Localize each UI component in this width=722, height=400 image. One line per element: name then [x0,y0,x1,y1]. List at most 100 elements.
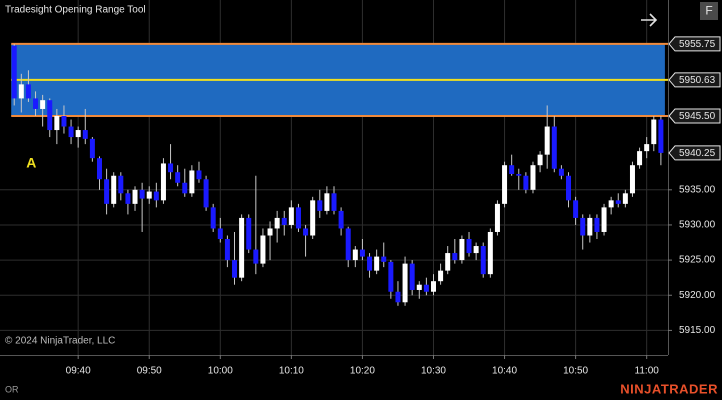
candle-body [203,179,209,208]
price-marker [668,145,721,161]
candle-body [338,210,344,229]
axes: 5915.00 5920.00 5925.00 5930.00 5935.00 09:40… [26,36,721,377]
candle-body [125,193,131,204]
candle-body [153,191,159,201]
candle-body [445,253,451,271]
candle-body [473,246,479,254]
candle-body [452,253,458,261]
candle-body [139,189,145,199]
price-marker [668,36,721,52]
candle-body [381,256,387,262]
candle-body [502,165,508,204]
price-marker-label: 5940.25 [679,148,716,159]
arrow-icon[interactable] [641,13,658,27]
candle-body [217,228,223,240]
x-tick-label: 10:40 [492,366,517,377]
candle-body [224,239,230,261]
price-marker-label: 5950.63 [679,75,716,86]
candle-body [480,246,486,275]
candle-body [331,193,337,211]
candle-body [75,130,81,138]
candle-body [47,100,53,131]
candle-body [288,207,294,225]
candle-body [658,119,664,153]
brand-logo: NINJATRADER [620,381,718,396]
candle-body [260,235,266,264]
candle-body [573,200,579,218]
candle-body [25,84,31,99]
candle-body [466,239,472,254]
y-tick-label: 5930.00 [679,220,716,231]
price-marker [668,108,721,124]
candle-body [594,217,600,232]
price-marker-label: 5955.75 [679,39,716,50]
candle-body [253,249,259,264]
candle-body [494,203,500,232]
candle-body [416,284,422,290]
candle-body [345,228,351,261]
candle-body [580,217,586,236]
candle-body [459,239,465,261]
candle-body [523,175,529,190]
candle-body [637,151,643,166]
candle-body [68,126,74,138]
candle-body [54,115,60,131]
candle-body [160,163,166,201]
candle-body [622,193,628,204]
candle-body [111,175,117,204]
annotation: A [26,155,36,171]
candle-body [395,291,401,303]
candle-body [118,175,124,194]
candle-body [281,217,287,225]
candle-body [182,182,188,194]
candle-body [33,98,39,109]
x-tick-label: 09:50 [137,366,162,377]
candle-body [651,119,657,145]
x-tick-label: 10:10 [279,366,304,377]
candle-body [175,172,181,183]
candle-body [239,217,245,278]
price-marker [668,72,721,88]
toolbar-button[interactable] [700,2,718,20]
candle-body [132,189,138,204]
candle-body [487,231,493,275]
x-tick-label: 10:30 [421,366,446,377]
candle-body [274,217,280,229]
candle-body [82,130,88,139]
candle-body [267,228,273,236]
candle-body [168,163,174,173]
candle-body [615,200,621,204]
candle-body [196,170,202,180]
candle-body [352,249,358,261]
candle-body [601,207,607,232]
opening-range [11,42,668,117]
candle-body [402,263,408,303]
candle-body [310,200,316,236]
y-tick-label: 5915.00 [679,325,716,336]
candle-body [317,200,323,211]
candle-body [509,165,515,174]
candle-body [104,179,110,204]
candle-body [232,260,238,278]
chart-title: Tradesight Opening Range Tool [5,5,146,16]
candle-body [146,191,152,199]
candle-body [359,249,365,257]
y-tick-label: 5935.00 [679,184,716,195]
candle-body [644,144,650,152]
candle-body [324,193,330,211]
candle-body [409,263,415,290]
candle-body [430,281,436,292]
candle-body [89,138,95,159]
candle-body [303,228,309,236]
x-tick-label: 10:50 [563,366,588,377]
toolbar-button-label[interactable]: F [705,4,712,18]
candle-body [96,158,102,180]
candle-body [566,175,572,201]
candle-body [423,284,429,292]
candle-body [61,115,67,127]
candle-body [608,200,614,208]
x-tick-label: 10:00 [208,366,233,377]
copyright: © 2024 NinjaTrader, LLC [5,336,115,347]
candle-body [629,165,635,194]
